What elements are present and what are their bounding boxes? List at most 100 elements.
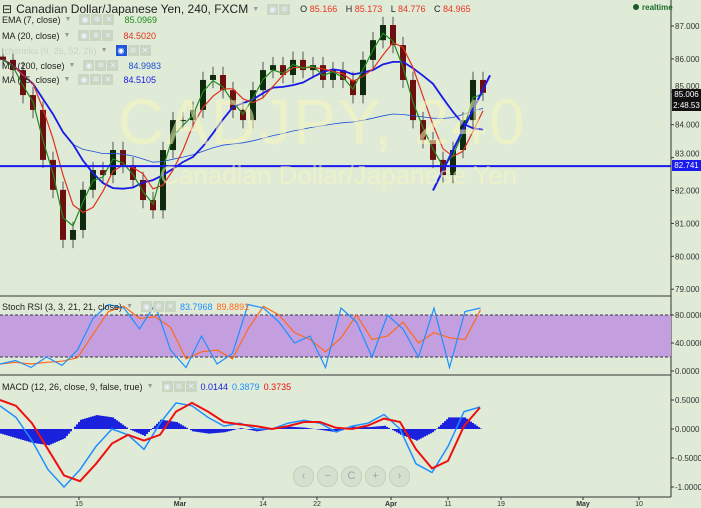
macd-hist-bar xyxy=(144,429,146,436)
gear-icon[interactable]: ✲ xyxy=(127,45,139,56)
macd-hist-bar xyxy=(306,427,308,429)
eye-icon[interactable]: ◉ xyxy=(141,301,152,312)
chevron-down-icon[interactable]: ▼ xyxy=(252,5,260,13)
eye-icon[interactable]: ◉ xyxy=(78,30,90,41)
ma-55-line xyxy=(2,59,484,190)
high-value: 85.173 xyxy=(354,4,383,14)
macd-hist-bar xyxy=(62,429,64,440)
eye-icon[interactable]: ◉ xyxy=(161,381,173,392)
macd-hist-bar xyxy=(88,417,90,429)
macd-hist-bar xyxy=(26,429,28,442)
macd-hist-bar xyxy=(122,424,124,429)
macd-hist-bar xyxy=(46,429,48,445)
macd-hist-bar xyxy=(472,422,474,429)
eye-icon[interactable]: ◉ xyxy=(79,14,91,25)
gear-icon[interactable]: ✲ xyxy=(91,14,103,25)
macd-hist-bar xyxy=(126,427,128,429)
scroll-left-button[interactable]: ‹ xyxy=(293,466,314,487)
macd-hist-bar xyxy=(414,429,416,440)
macd-hist-bar xyxy=(370,426,372,429)
macd-hist-bar xyxy=(34,429,36,444)
gear-icon[interactable]: ✲ xyxy=(153,301,164,312)
macd-hist-bar xyxy=(162,420,164,429)
chevron-down-icon[interactable]: ▼ xyxy=(126,303,133,310)
macd-hist-bar xyxy=(232,429,234,431)
close-icon[interactable]: ✕ xyxy=(185,381,197,392)
close-icon[interactable]: ✕ xyxy=(107,60,119,71)
gear-icon[interactable]: ✲ xyxy=(90,30,102,41)
close-icon[interactable]: ✕ xyxy=(139,45,151,56)
macd-hist-bar xyxy=(186,427,188,429)
macd-hist-bar xyxy=(410,429,412,439)
x-tick-label: 14 xyxy=(259,501,267,508)
macd-hist-bar xyxy=(42,429,44,445)
macd-hist-bar xyxy=(10,429,12,437)
macd-hist-bar xyxy=(152,427,154,429)
collapse-icon[interactable]: ⊟ xyxy=(2,2,13,16)
reset-button[interactable]: C xyxy=(341,466,362,487)
macd-hist-bar xyxy=(428,429,430,435)
symbol-legend: ⊟ Canadian Dollar/Japanese Yen, 240, FXC… xyxy=(2,2,477,16)
scroll-right-button[interactable]: › xyxy=(389,466,410,487)
gear-icon[interactable]: ✲ xyxy=(95,60,107,71)
macd-hist-bar xyxy=(254,429,256,431)
gear-icon[interactable]: ✲ xyxy=(173,381,185,392)
macd-hist-bar xyxy=(212,429,214,434)
candle xyxy=(60,189,66,240)
macd-hist-bar xyxy=(424,429,426,437)
close-icon[interactable]: ✕ xyxy=(102,74,114,85)
low-label: L xyxy=(390,4,396,14)
macd-hist-bar xyxy=(150,429,152,430)
close-icon[interactable]: ✕ xyxy=(103,14,115,25)
macd-hist-bar xyxy=(388,427,390,429)
eye-icon[interactable]: ◉ xyxy=(78,74,90,85)
gear-icon[interactable]: ✲ xyxy=(279,3,291,15)
chevron-down-icon[interactable]: ▼ xyxy=(63,76,71,83)
eye-icon[interactable]: ◉ xyxy=(115,45,127,56)
chevron-down-icon[interactable]: ▼ xyxy=(146,383,154,390)
hline-price-box: 82.741 xyxy=(672,160,701,171)
watermark-name: Canadian Dollar/Japanese Yen xyxy=(160,160,518,190)
x-tick-label: 19 xyxy=(497,501,505,508)
gear-icon[interactable]: ✲ xyxy=(90,74,102,85)
indicator-value: 84.5105 xyxy=(123,74,157,85)
macd-hist-bar xyxy=(116,420,118,429)
zoom-in-button[interactable]: + xyxy=(365,466,386,487)
macd-hist-bar xyxy=(384,425,386,429)
candle xyxy=(100,170,106,176)
macd-hist-bar xyxy=(450,417,452,429)
x-tick-label: Apr xyxy=(385,501,397,508)
chevron-down-icon[interactable]: ▼ xyxy=(63,32,71,39)
chevron-down-icon[interactable]: ▼ xyxy=(68,62,76,69)
stoch-d-line xyxy=(0,305,482,365)
macd-hist-bar xyxy=(2,429,4,435)
macd-hist-bar xyxy=(412,429,414,440)
macd-hist-bar xyxy=(386,426,388,429)
macd-hist-bar xyxy=(440,424,442,429)
macd-hist-bar xyxy=(364,427,366,429)
macd-hist-bar xyxy=(108,416,110,429)
zoom-out-button[interactable]: − xyxy=(317,466,338,487)
eye-icon[interactable]: ◉ xyxy=(83,60,95,71)
macd-hist-bar xyxy=(104,416,106,429)
candle xyxy=(220,75,226,91)
indicator-legend: EMA (7, close) ▼ ◉ ✲ ✕ 85.0969 xyxy=(2,14,157,25)
macd-hist-bar xyxy=(452,417,454,429)
eye-icon[interactable]: ◉ xyxy=(267,3,279,15)
close-icon[interactable]: ✕ xyxy=(165,301,176,312)
indicator-legend: MA (20, close) ▼ ◉ ✲ ✕ 84.5020 xyxy=(2,30,156,41)
macd-hist-bar xyxy=(16,429,18,439)
macd-hist-bar xyxy=(110,417,112,429)
chevron-down-icon[interactable]: ▼ xyxy=(64,16,72,23)
close-icon[interactable]: ✕ xyxy=(102,30,114,41)
stoch-label: Stoch RSI (3, 3, 21, 21, close) xyxy=(2,301,123,312)
macd-hist-bar xyxy=(96,415,98,429)
macd-hist-bar xyxy=(156,423,158,429)
macd-hist-bar xyxy=(106,416,108,429)
macd-hist-bar xyxy=(256,429,258,432)
x-tick-label: 22 xyxy=(313,501,321,508)
stoch-k-value: 83.7968 xyxy=(180,301,213,312)
candle xyxy=(350,79,356,96)
chevron-down-icon[interactable]: ▼ xyxy=(100,47,108,54)
